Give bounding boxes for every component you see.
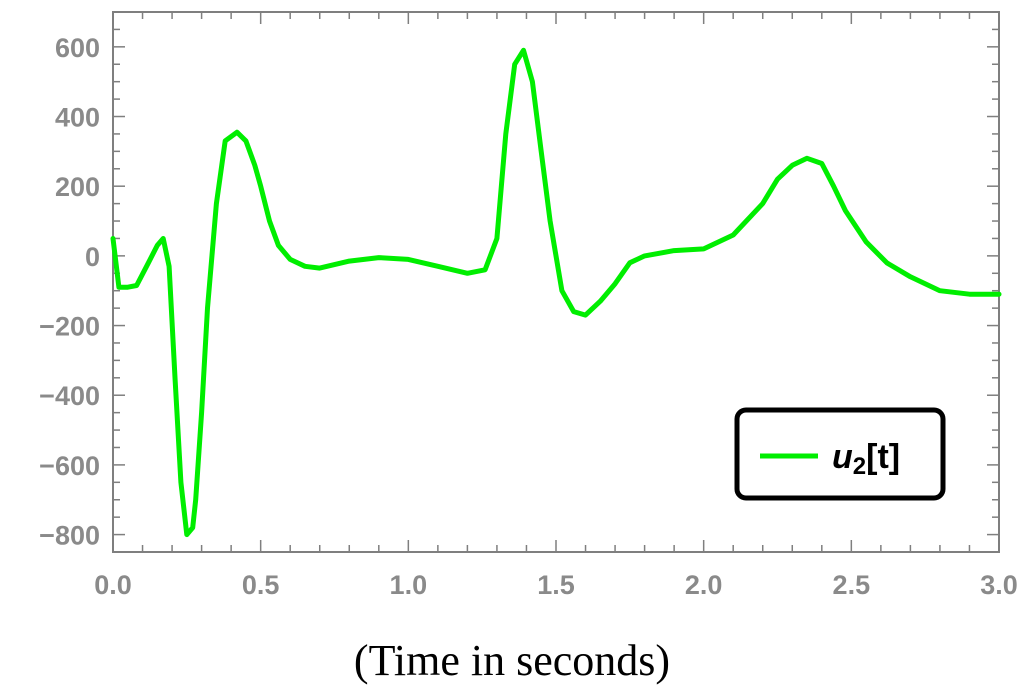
y-tick-label: 0 xyxy=(85,242,100,272)
y-tick-label: 600 xyxy=(55,33,100,63)
x-tick-label: 0.0 xyxy=(94,570,132,600)
legend-label-u2: u2[t] xyxy=(832,438,900,480)
y-tick-label: −200 xyxy=(39,312,100,342)
tick-marks xyxy=(112,11,1000,552)
x-tick-label: 0.5 xyxy=(242,570,280,600)
y-tick-label: −600 xyxy=(39,451,100,481)
series-group xyxy=(110,47,1002,538)
x-tick-label: 1.0 xyxy=(390,570,428,600)
x-tick-label: 2.0 xyxy=(685,570,723,600)
x-tick-label: 3.0 xyxy=(980,570,1018,600)
series-line-u2 xyxy=(110,47,1002,538)
y-tick-label: 200 xyxy=(55,172,100,202)
y-tick-labels: 600 400 200 0 −200 −400 −600 −800 xyxy=(39,33,100,551)
x-axis-label: (Time in seconds) xyxy=(354,636,670,685)
y-tick-label: 400 xyxy=(55,103,100,133)
legend-label-base: u xyxy=(832,438,853,476)
x-tick-labels: 0.0 0.5 1.0 1.5 2.0 2.5 3.0 xyxy=(94,570,1018,600)
legend-label-subscript: 2 xyxy=(853,453,866,480)
legend-box xyxy=(734,407,946,501)
legend: u2[t] xyxy=(734,407,946,501)
x-tick-label: 2.5 xyxy=(833,570,871,600)
y-tick-label: −800 xyxy=(39,521,100,551)
x-tick-label: 1.5 xyxy=(537,570,575,600)
y-tick-label: −400 xyxy=(39,381,100,411)
legend-label-suffix: [t] xyxy=(866,438,900,476)
